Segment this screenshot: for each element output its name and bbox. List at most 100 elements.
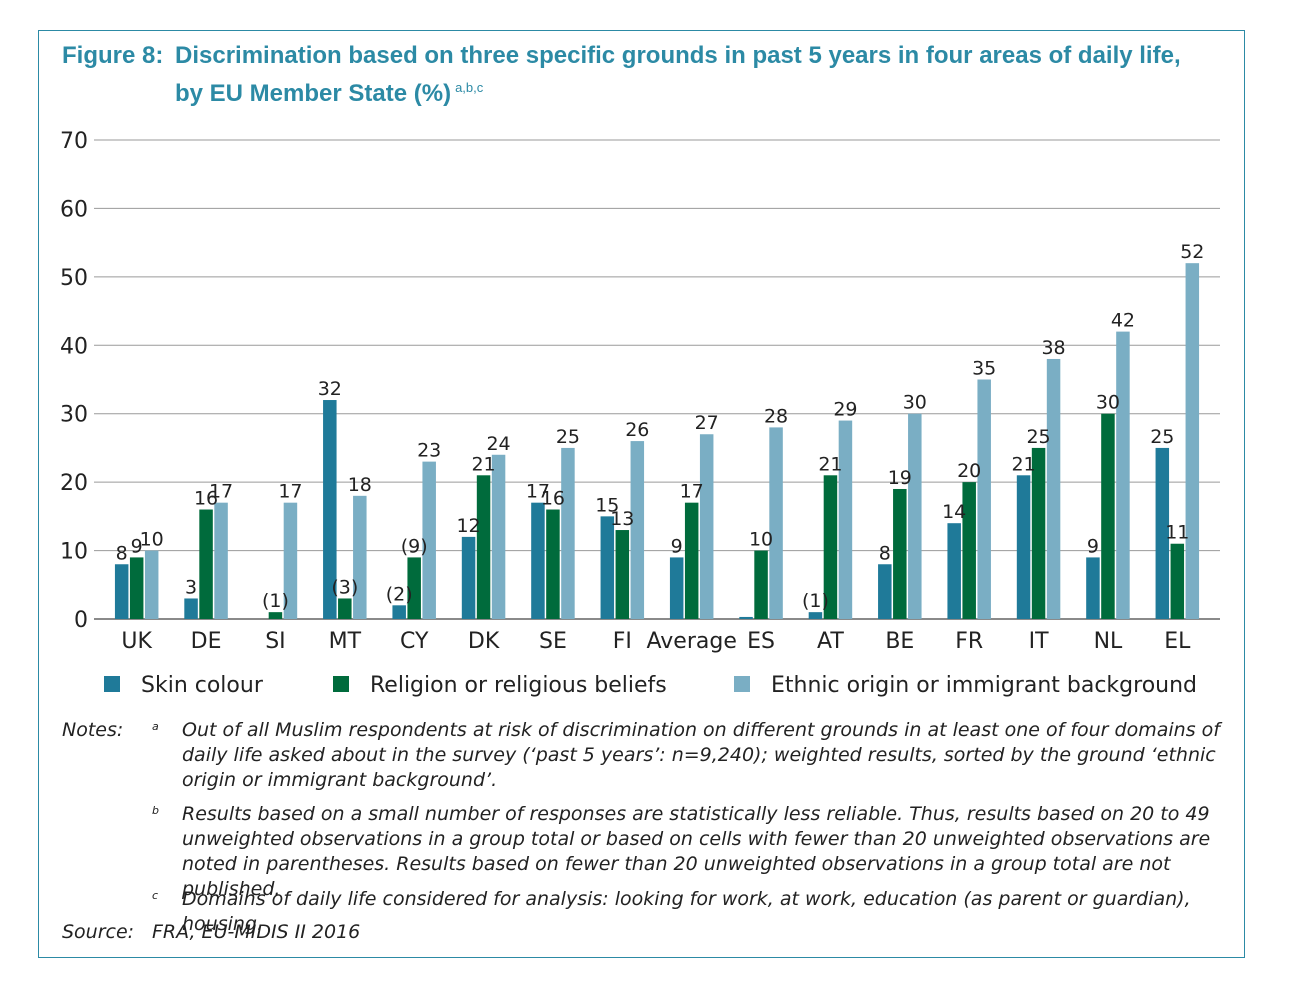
note-marker: b [152, 804, 159, 817]
y-tick-label: 0 [74, 608, 88, 633]
data-label: 16 [541, 488, 565, 510]
data-label: (1) [802, 590, 829, 612]
bar [1086, 557, 1100, 619]
x-tick-label: FI [613, 629, 632, 654]
bar [323, 400, 337, 619]
data-label: 35 [972, 358, 996, 380]
data-label: 20 [957, 460, 981, 482]
note-marker: a [152, 720, 159, 733]
bar [1046, 358, 1061, 619]
bar [962, 482, 976, 619]
bar [1031, 447, 1046, 619]
chart-category-labels: UK DE SI MT CY DK SE FI Average ES AT BE FR IT NL EL [121, 629, 1191, 654]
bar [1155, 447, 1170, 619]
legend-label: Skin colour [141, 673, 264, 698]
notes-label: Notes: [62, 719, 124, 741]
x-tick-label: AT [817, 629, 844, 654]
bar [1016, 475, 1031, 619]
data-label: 11 [1165, 522, 1189, 544]
bar [754, 550, 768, 619]
bar [669, 557, 684, 619]
data-label: 10 [749, 529, 773, 551]
bar [878, 564, 892, 619]
bar [823, 475, 838, 619]
legend-swatch [734, 676, 750, 692]
x-tick-label: ES [747, 629, 775, 654]
bar [1185, 263, 1200, 619]
legend-swatch [104, 676, 120, 692]
bar [214, 502, 228, 619]
x-tick-label: CY [400, 629, 429, 654]
legend-label: Religion or religious beliefs [370, 673, 667, 698]
bar [144, 550, 159, 619]
bar [769, 427, 783, 619]
bar [1116, 331, 1130, 619]
source-label: Source: [62, 921, 135, 943]
bar [739, 616, 753, 619]
x-tick-label: MT [329, 629, 362, 654]
data-label: (3) [331, 576, 358, 598]
bar [476, 475, 491, 619]
x-tick-label: NL [1094, 629, 1123, 654]
data-label: 12 [456, 515, 480, 537]
data-label: 13 [610, 508, 634, 530]
data-label: 8 [116, 542, 128, 564]
data-label: 25 [1150, 426, 1174, 448]
data-label: 10 [140, 529, 164, 551]
data-label: 8 [879, 542, 891, 564]
y-tick-label: 50 [60, 266, 88, 291]
x-tick-label: Average [647, 629, 737, 654]
legend-label: Ethnic origin or immigrant background [771, 673, 1197, 698]
data-label: 25 [1026, 426, 1050, 448]
note-marker: c [152, 889, 159, 902]
data-label: 23 [417, 440, 441, 462]
x-tick-label: DE [191, 629, 222, 654]
bar [531, 502, 545, 619]
x-tick-label: DK [468, 629, 500, 654]
data-label: 30 [903, 392, 927, 414]
bar [268, 612, 283, 619]
note-text: Results based on a small number of respo… [182, 803, 1211, 900]
data-label: 19 [888, 467, 912, 489]
data-label: 21 [471, 453, 495, 475]
chart-bars [114, 263, 1200, 619]
bar [838, 420, 853, 619]
data-label: 25 [556, 426, 580, 448]
data-label: 30 [1096, 392, 1120, 414]
data-label: 9 [671, 535, 683, 557]
data-label: 9 [1087, 535, 1099, 557]
bar [199, 509, 213, 619]
data-label: 17 [209, 481, 233, 503]
bar [1101, 413, 1115, 619]
source-text: FRA, EU-MIDIS II 2016 [152, 921, 361, 943]
legend-swatch [333, 676, 349, 692]
bar [546, 509, 560, 619]
data-label: 26 [625, 419, 649, 441]
bar [977, 379, 991, 619]
data-label: 28 [764, 405, 788, 427]
bar [407, 557, 421, 619]
bar [184, 598, 198, 619]
bar [422, 461, 436, 619]
data-label: (2) [386, 583, 413, 605]
y-tick-label: 40 [60, 334, 88, 359]
data-label: 16 [194, 488, 218, 510]
bar [392, 605, 406, 619]
figure-superscript: a,b,c [455, 80, 484, 95]
data-label: 42 [1111, 310, 1135, 332]
data-label: 17 [278, 481, 302, 503]
data-label: (9) [401, 535, 428, 557]
bar [893, 488, 907, 619]
note-text: Out of all Muslim respondents at risk of… [182, 719, 1220, 791]
data-label: 52 [1180, 241, 1204, 263]
data-label: 38 [1041, 337, 1065, 359]
bar [1170, 543, 1185, 619]
x-tick-label: UK [121, 629, 152, 654]
x-tick-label: BE [885, 629, 914, 654]
data-label: 3 [185, 576, 197, 598]
data-label: 17 [526, 481, 550, 503]
bar [353, 495, 367, 619]
chart-value-labels: 8 91031617(1)1732(3)18(2)(9)2312212417162… [116, 241, 1205, 612]
data-label: 21 [818, 453, 842, 475]
data-label: 14 [942, 501, 966, 523]
